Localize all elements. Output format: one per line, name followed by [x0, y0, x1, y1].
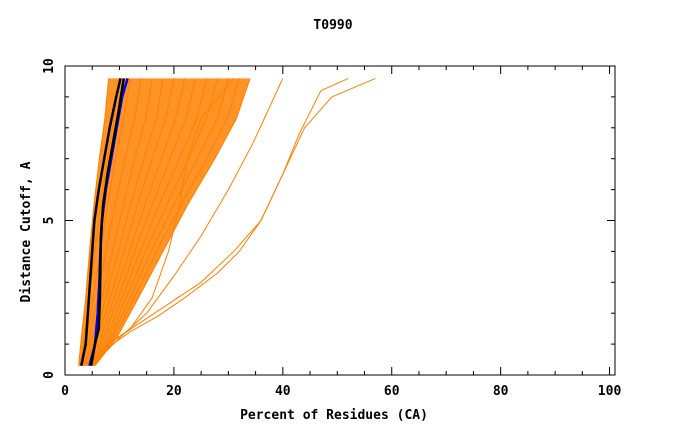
orange-curve-9 — [89, 78, 197, 366]
orange-curve-12 — [92, 78, 229, 366]
orange-curve-17 — [86, 77, 349, 367]
chart-title: T0990 — [313, 18, 352, 33]
orange-curve-18 — [86, 77, 376, 367]
y-tick-label: 0 — [42, 371, 57, 379]
black-curve-1 — [80, 78, 122, 366]
plot-lines — [78, 77, 376, 367]
black-curve-2 — [89, 78, 126, 366]
x-tick-label: 0 — [61, 384, 69, 399]
orange-curve-3 — [80, 78, 131, 366]
orange-curve-7 — [86, 78, 175, 366]
x-tick-label: 100 — [598, 384, 622, 399]
orange-curve-8 — [87, 78, 186, 366]
orange-curve-5 — [83, 78, 153, 366]
x-tick-label: 20 — [166, 384, 182, 399]
x-tick-label: 80 — [493, 384, 509, 399]
orange-curve-11 — [91, 78, 218, 366]
x-tick-label: 60 — [384, 384, 400, 399]
x-tick-label: 40 — [275, 384, 291, 399]
orange-curve-13 — [94, 78, 240, 366]
axes: 0 20 40 60 80 100 0 5 10 — [42, 58, 621, 399]
model-density-band — [78, 78, 251, 366]
y-axis-label: Distance Cutoff, A — [19, 161, 34, 302]
orange-curve-10 — [90, 78, 208, 366]
orange-curve-4 — [81, 78, 142, 366]
y-tick-label: 5 — [42, 217, 57, 225]
y-tick-label: 10 — [42, 58, 57, 74]
orange-curve-2 — [79, 78, 120, 366]
orange-curve-14 — [94, 78, 251, 367]
x-axis-label: Percent of Residues (CA) — [240, 408, 428, 423]
orange-curve-1 — [78, 78, 110, 366]
